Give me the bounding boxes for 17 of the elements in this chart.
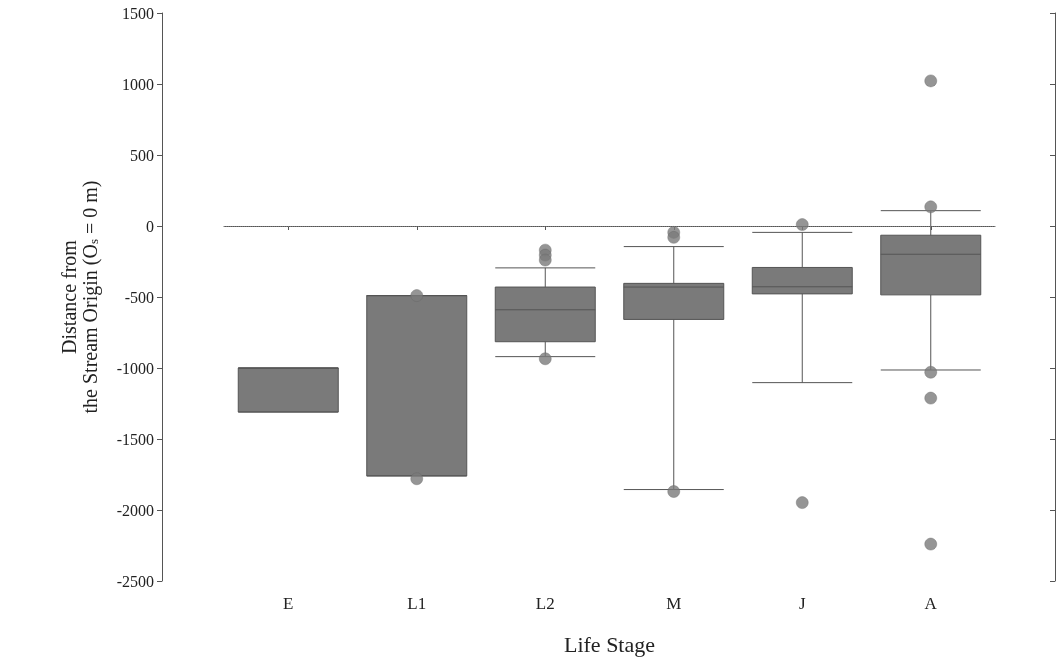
y-tick-label: 1000: [122, 75, 154, 93]
x-axis-title: Life Stage: [563, 631, 656, 657]
y-tick-label: -2000: [116, 501, 154, 519]
y-tick-label: -500: [124, 288, 154, 306]
x-tick-label: A: [924, 594, 938, 613]
x-tick-label: E: [283, 594, 294, 613]
y-axis-title: Distance from the Stream Origin (Os = 0 m): [58, 180, 102, 414]
x-tick-label: L1: [407, 594, 427, 613]
y-tick-label: 0: [146, 217, 154, 235]
y-tick-label: -1000: [116, 359, 154, 377]
x-tick-label: M: [666, 594, 682, 613]
x-tick-label: J: [798, 594, 806, 613]
y-tick-label: -1500: [116, 430, 154, 448]
y-tick-label: -2500: [116, 572, 154, 590]
y-tick-label: 1500: [122, 4, 154, 22]
y-tick-label: 500: [130, 146, 154, 164]
x-tick-label: L2: [535, 594, 555, 613]
